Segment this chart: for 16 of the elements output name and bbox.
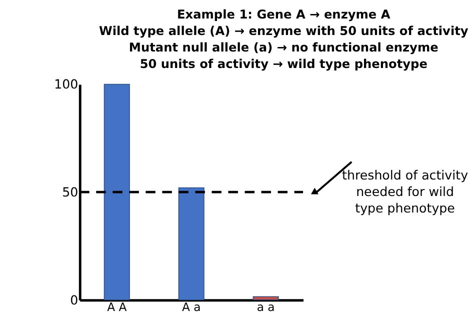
text: Wild type allele (A) → enzyme with 50 units of activity bbox=[98, 24, 468, 38]
x-tick-label: a a bbox=[256, 300, 275, 314]
text: 50 units of activity → wild type phenotype bbox=[140, 57, 428, 72]
text: needed for wild bbox=[356, 184, 454, 199]
y-tick-label: 0 bbox=[70, 292, 78, 308]
text: Example 1: Gene A → enzyme A bbox=[177, 8, 390, 22]
bar bbox=[252, 296, 279, 300]
y-tick-label: 100 bbox=[54, 76, 78, 92]
text: Mutant null allele (a) → no functional enzyme bbox=[128, 40, 438, 55]
y-tick-label: 50 bbox=[62, 184, 78, 200]
bar bbox=[104, 84, 130, 300]
x-tick-label: A A bbox=[107, 300, 127, 314]
text: threshold of activity bbox=[342, 167, 468, 182]
text: type phenotype bbox=[355, 200, 455, 216]
bar bbox=[178, 187, 204, 300]
x-tick-label: A a bbox=[182, 300, 201, 314]
